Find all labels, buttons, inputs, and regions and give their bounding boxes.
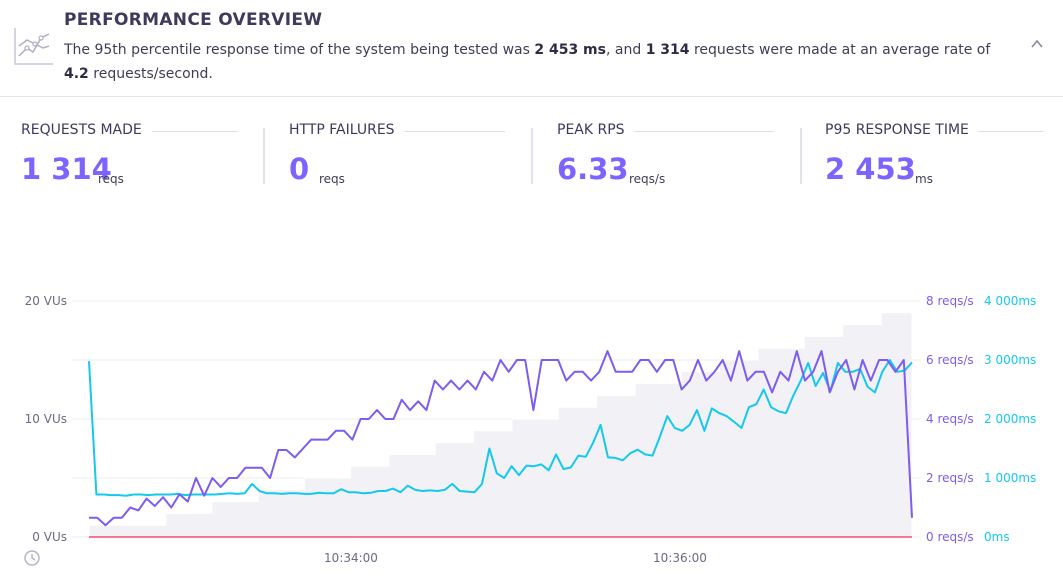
y-tick-label-response-time: 2 000ms (984, 412, 1036, 426)
y-tick-label-rps: 0 reqs/s (926, 530, 974, 544)
summary-requests-value: 1 314 (645, 42, 690, 58)
y-tick-label-response-time: 4 000ms (984, 294, 1036, 308)
y-tick-label-vus: 0 VUs (32, 530, 67, 544)
metric-p95-response-time: P95 RESPONSE TIME 2 453 ms (825, 122, 1045, 186)
vus-area (88, 312, 913, 538)
metric-rule (557, 131, 773, 132)
chevron-up-icon[interactable] (1029, 36, 1045, 52)
metric-value: 1 314 (21, 152, 112, 186)
y-tick-label-rps: 2 reqs/s (926, 471, 974, 485)
performance-summary: The 95th percentile response time of the… (64, 38, 1004, 86)
page-title: PERFORMANCE OVERVIEW (64, 10, 323, 30)
y-tick-label-vus: 10 VUs (25, 412, 67, 426)
clock-icon (24, 550, 40, 566)
metric-label: PEAK RPS (557, 122, 635, 138)
rps-line (89, 350, 913, 527)
y-tick-label-response-time: 1 000ms (984, 471, 1036, 485)
metric-divider (531, 128, 533, 184)
performance-overview-header: PERFORMANCE OVERVIEW The 95th percentile… (0, 0, 1063, 97)
chart-axes: 0 VUs 10 VUs 20 VUs 0 reqs/s 2 reqs/s 4 reqs/… (25, 294, 1037, 565)
metric-peak-rps: PEAK RPS 6.33 reqs/s (557, 122, 777, 186)
metric-requests-made: REQUESTS MADE 1 314 reqs (21, 122, 241, 186)
y-tick-label-response-time: 3 000ms (984, 353, 1036, 367)
y-tick-label-rps: 8 reqs/s (926, 294, 974, 308)
metric-unit: reqs (98, 172, 124, 186)
summary-text-3: requests were made at an average rate of (689, 42, 991, 58)
metric-label: P95 RESPONSE TIME (825, 122, 979, 138)
chart-line-icon (14, 28, 53, 65)
metric-value: 6.33 (557, 152, 629, 186)
summary-text-4: requests/second. (88, 66, 213, 82)
x-tick-label: 10:36:00 (653, 551, 707, 565)
summary-rate-value: 4.2 (64, 66, 89, 82)
metric-unit: reqs/s (629, 172, 666, 186)
metric-unit: reqs (319, 172, 345, 186)
metric-divider (263, 128, 265, 184)
x-tick-label: 10:34:00 (324, 551, 378, 565)
metric-unit: ms (915, 172, 933, 186)
metric-value: 2 453 (825, 152, 916, 186)
y-tick-label-rps: 6 reqs/s (926, 353, 974, 367)
metric-http-failures: HTTP FAILURES 0 reqs (289, 122, 509, 186)
metric-label: HTTP FAILURES (289, 122, 405, 138)
metric-value: 0 (289, 152, 310, 186)
metric-label: REQUESTS MADE (21, 122, 152, 138)
y-tick-label-rps: 4 reqs/s (926, 412, 974, 426)
summary-text-1: The 95th percentile response time of the… (64, 42, 535, 58)
summary-text-2: , and (605, 42, 646, 58)
y-tick-label-response-time: 0ms (984, 530, 1010, 544)
y-tick-label-vus: 20 VUs (25, 294, 67, 308)
metric-divider (800, 128, 802, 184)
summary-p95-value: 2 453 ms (534, 42, 606, 58)
performance-chart: 0 VUs 10 VUs 20 VUs 0 reqs/s 2 reqs/s 4 reqs/… (24, 294, 1037, 566)
response-time-line (88, 359, 913, 497)
